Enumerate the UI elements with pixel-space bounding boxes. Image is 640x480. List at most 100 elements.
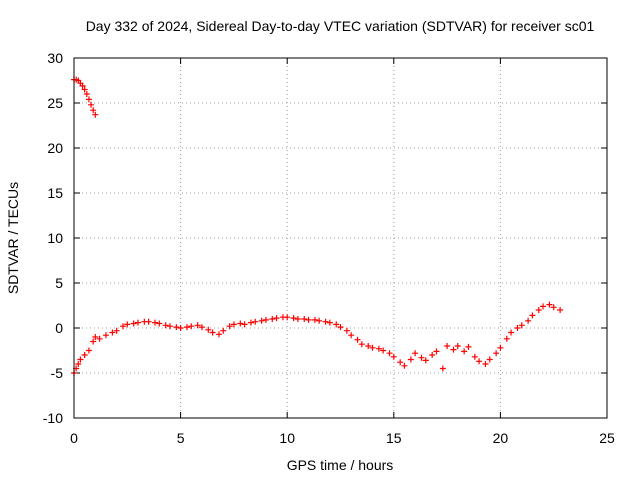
data-point xyxy=(439,365,446,372)
data-point xyxy=(444,343,451,349)
data-point xyxy=(188,323,195,330)
data-point xyxy=(166,323,173,330)
data-point xyxy=(550,304,557,311)
data-point xyxy=(546,301,553,308)
data-point xyxy=(90,338,97,345)
data-point xyxy=(198,324,205,331)
data-point xyxy=(465,343,472,350)
data-point xyxy=(85,347,92,354)
data-point xyxy=(401,362,408,369)
data-point xyxy=(311,316,318,323)
y-tick-label: 0 xyxy=(55,320,63,336)
data-point xyxy=(326,319,333,326)
data-point xyxy=(241,321,248,328)
data-point xyxy=(476,358,483,365)
data-point xyxy=(81,86,88,93)
data-point xyxy=(525,317,532,324)
data-point xyxy=(156,320,163,327)
grid-lines xyxy=(74,58,607,418)
data-point xyxy=(81,352,88,358)
data-point xyxy=(258,317,265,324)
data-point xyxy=(220,327,227,334)
x-tick-label: 25 xyxy=(599,430,615,446)
data-point xyxy=(343,327,350,334)
y-tick-label: 5 xyxy=(55,275,63,291)
data-point xyxy=(134,319,141,326)
data-point xyxy=(369,344,376,351)
data-point xyxy=(337,324,344,331)
data-point xyxy=(450,346,457,353)
data-point xyxy=(102,332,109,339)
data-point xyxy=(237,320,244,327)
x-tick-label: 20 xyxy=(493,430,509,446)
data-point xyxy=(557,307,564,313)
x-axis-label: GPS time / hours xyxy=(287,457,394,473)
data-point xyxy=(183,324,190,331)
data-point xyxy=(273,315,280,322)
data-point xyxy=(407,356,414,363)
data-point xyxy=(486,356,493,363)
data-point xyxy=(120,323,127,330)
axis-ticks xyxy=(73,57,608,419)
data-point xyxy=(535,307,542,313)
y-tick-label: 15 xyxy=(47,185,63,201)
data-point xyxy=(177,325,184,331)
data-point xyxy=(209,329,216,336)
data-point xyxy=(83,91,90,97)
data-point xyxy=(173,324,180,331)
data-point xyxy=(433,348,440,355)
data-point xyxy=(75,361,82,367)
data-point xyxy=(247,319,254,326)
data-point xyxy=(92,111,99,118)
y-tick-label: 20 xyxy=(47,140,63,156)
data-point xyxy=(215,331,222,338)
data-point xyxy=(508,329,515,336)
data-point xyxy=(92,334,99,340)
data-point xyxy=(77,356,84,363)
data-point xyxy=(418,354,425,361)
data-point xyxy=(124,321,131,328)
data-point xyxy=(375,345,382,352)
data-point xyxy=(482,361,489,367)
plot-frame xyxy=(73,57,608,419)
y-tick-label: 25 xyxy=(47,95,63,111)
data-point xyxy=(301,316,308,322)
data-point xyxy=(316,317,323,324)
y-axis-label: SDTVAR / TECUs xyxy=(5,182,21,294)
data-point xyxy=(269,316,276,322)
data-point xyxy=(358,341,365,348)
series-1 xyxy=(71,301,564,376)
data-point xyxy=(454,343,461,349)
x-tick-label: 0 xyxy=(70,430,78,446)
series-0 xyxy=(71,76,99,118)
data-point xyxy=(294,316,301,322)
data-point xyxy=(205,326,212,333)
data-point xyxy=(230,321,237,328)
data-point xyxy=(471,353,478,360)
data-point xyxy=(130,320,137,327)
data-point xyxy=(540,303,547,310)
data-point xyxy=(397,359,404,366)
data-point xyxy=(461,348,468,355)
data-point xyxy=(429,352,436,358)
data-point xyxy=(90,107,97,114)
y-tick-label: -10 xyxy=(43,410,63,426)
data-point xyxy=(422,357,429,364)
data-point xyxy=(529,312,536,319)
y-tick-label: -5 xyxy=(51,365,64,381)
data-point xyxy=(322,318,329,325)
y-tick-label: 10 xyxy=(47,230,63,246)
data-point xyxy=(284,314,291,321)
x-tick-label: 15 xyxy=(386,430,402,446)
data-point xyxy=(290,315,297,322)
data-point xyxy=(514,325,521,331)
data-point xyxy=(493,350,500,357)
y-tick-label: 30 xyxy=(47,50,63,66)
data-point xyxy=(386,350,393,357)
tick-labels: 0 5 10 15 20 25 -10 -5 0 5 10 15 20 25 30 xyxy=(43,50,615,446)
data-point xyxy=(365,343,372,349)
x-tick-label: 5 xyxy=(177,430,185,446)
data-point xyxy=(252,318,259,325)
data-point xyxy=(194,322,201,329)
